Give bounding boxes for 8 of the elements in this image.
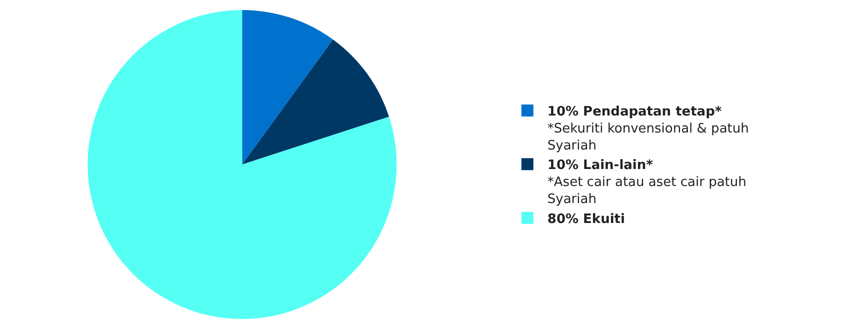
pie-slice — [242, 40, 390, 164]
pie-slice — [242, 10, 333, 164]
text: *Aset cair atau aset cair patuh Syariah — [547, 175, 746, 208]
pie-slice — [88, 10, 396, 319]
legend-label: 80% Ekuiti — [547, 212, 625, 227]
legend-label: 10% Lain-lain* — [547, 158, 654, 174]
text: *Sekuriti konvensional & patuh Syariah — [547, 121, 749, 154]
legend-label: 10% Pendapatan tetap* — [547, 104, 722, 120]
